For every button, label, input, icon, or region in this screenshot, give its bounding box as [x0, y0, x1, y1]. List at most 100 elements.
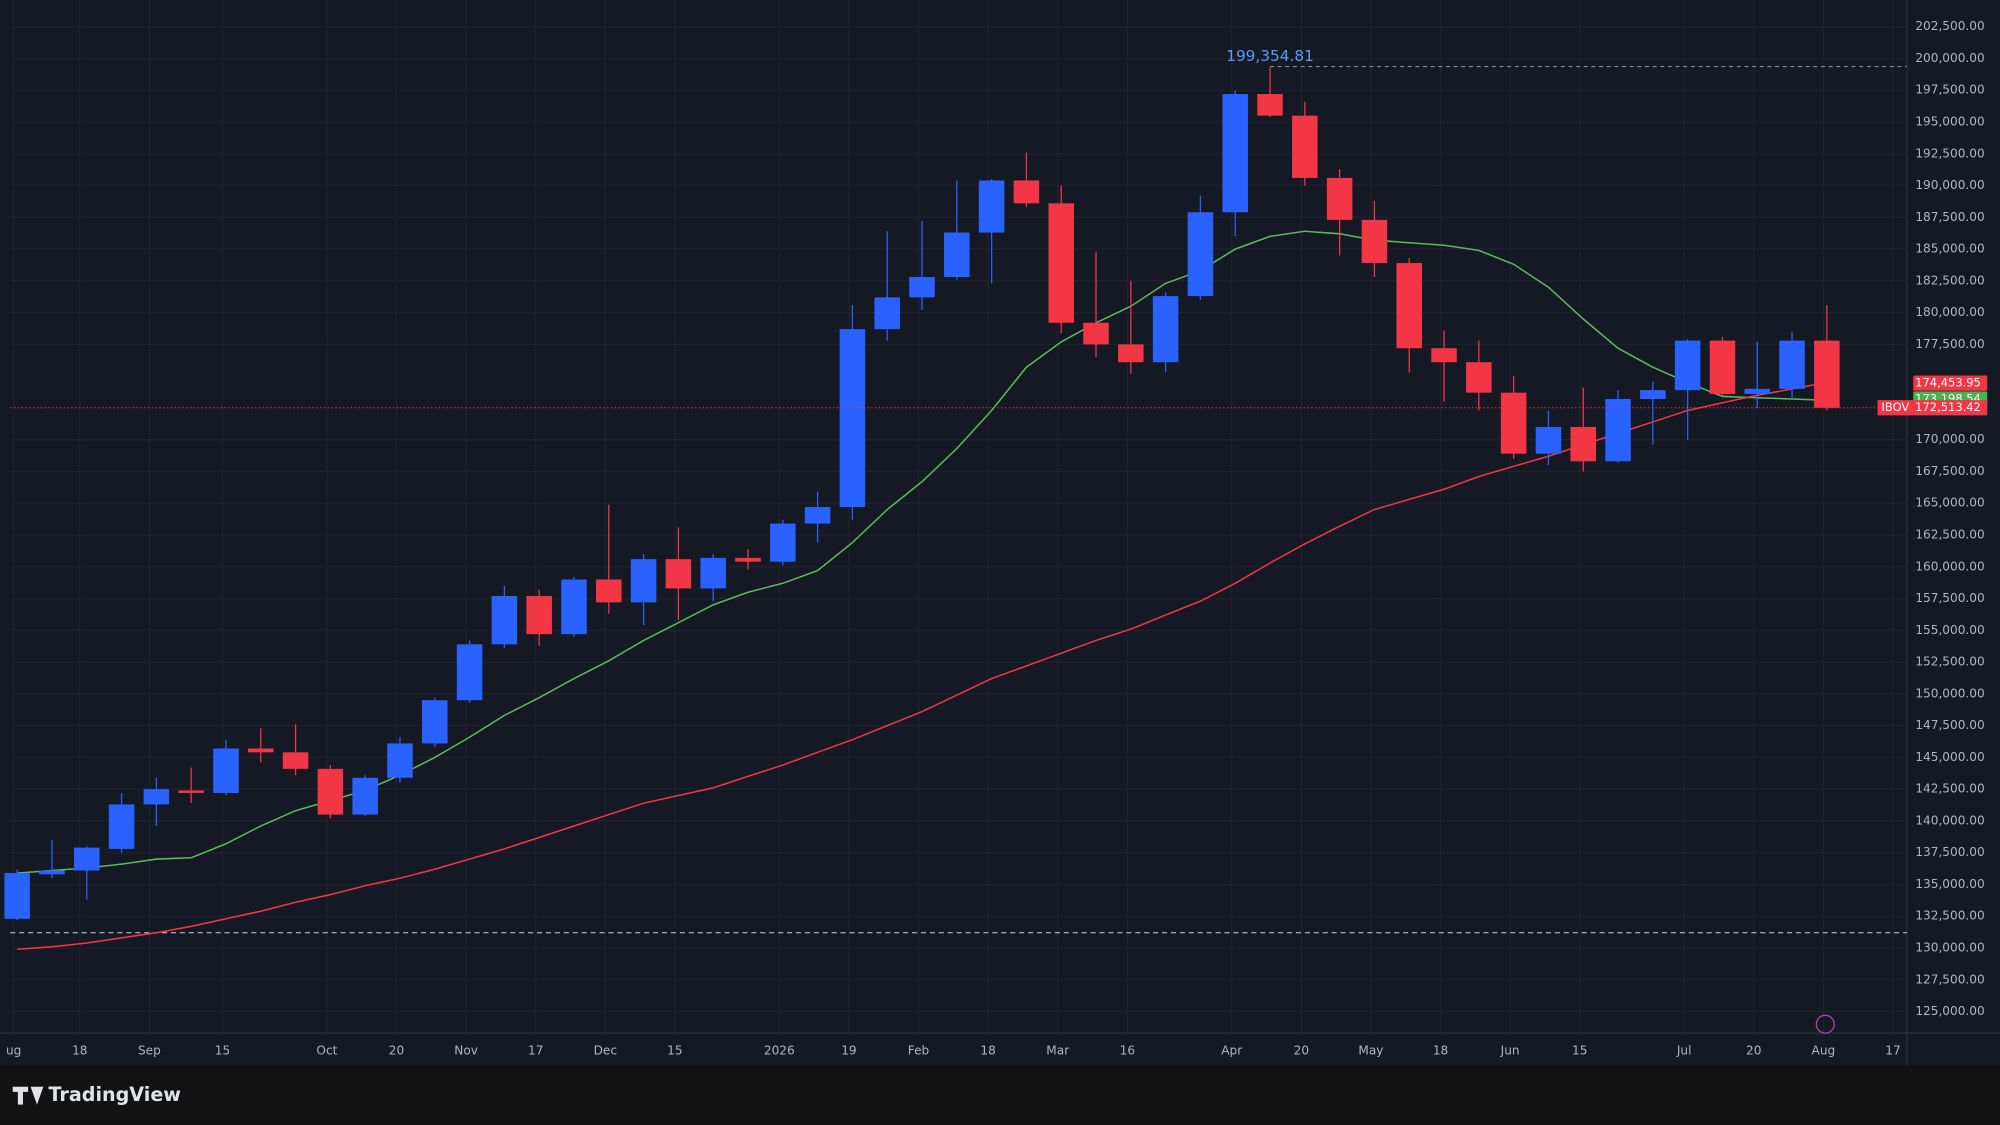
- x-tick-label: Sep: [138, 1044, 161, 1058]
- y-tick-label: 157,500.00: [1915, 591, 1984, 605]
- x-tick-label: 20: [1294, 1044, 1309, 1058]
- candle-body: [491, 596, 518, 645]
- candle-body: [1257, 94, 1283, 116]
- candle-body: [1048, 203, 1074, 323]
- candle-body: [1570, 426, 1596, 462]
- candle-body: [770, 523, 796, 562]
- price-label: 174,453.95: [1915, 376, 1981, 390]
- y-tick-label: 160,000.00: [1915, 559, 1984, 573]
- candle-body: [422, 700, 448, 744]
- y-tick-label: 187,500.00: [1915, 210, 1984, 224]
- annotation-label: 199,354.81: [1226, 47, 1314, 65]
- candle-body: [108, 804, 135, 849]
- candle-body: [1361, 219, 1388, 264]
- x-tick-label: Aug: [1812, 1044, 1836, 1058]
- candle-body: [282, 752, 309, 769]
- alert-icon[interactable]: [1815, 1014, 1835, 1034]
- y-tick-label: 130,000.00: [1915, 941, 1984, 955]
- candle-body: [178, 790, 204, 793]
- y-tick-label: 202,500.00: [1915, 19, 1984, 33]
- candle-body: [526, 596, 552, 635]
- x-tick-label: Mar: [1046, 1044, 1069, 1058]
- x-tick-label: 18: [1433, 1044, 1448, 1058]
- candle-body: [1326, 177, 1353, 220]
- x-tick-label: Apr: [1221, 1044, 1242, 1058]
- y-tick-label: 137,500.00: [1915, 845, 1984, 859]
- candle-body: [39, 870, 65, 875]
- x-tick-label: 19: [841, 1044, 856, 1058]
- symbol-label: IBOV: [1882, 400, 1910, 414]
- y-tick-label: 182,500.00: [1915, 273, 1984, 287]
- y-tick-label: 140,000.00: [1915, 813, 1984, 827]
- y-tick-label: 180,000.00: [1915, 305, 1984, 319]
- candle-body: [1187, 212, 1214, 297]
- candle-body: [1535, 426, 1562, 454]
- candle-body: [1396, 263, 1422, 349]
- candle-body: [1466, 362, 1492, 393]
- y-tick-label: 170,000.00: [1915, 432, 1984, 446]
- candle-body: [387, 743, 413, 778]
- x-tick-label: 17: [1885, 1044, 1900, 1058]
- candle-body: [1222, 94, 1248, 213]
- candle-body: [248, 748, 274, 753]
- candle-body: [213, 748, 239, 793]
- background: [0, 0, 2000, 1065]
- x-tick-label: Dec: [594, 1044, 617, 1058]
- candle-body: [596, 579, 622, 603]
- y-tick-label: 200,000.00: [1915, 51, 1984, 65]
- candle-body: [456, 644, 483, 701]
- y-tick-label: 152,500.00: [1915, 655, 1984, 669]
- x-tick-label: 16: [1120, 1044, 1135, 1058]
- footer: [0, 1065, 2000, 1125]
- candle-body: [352, 777, 378, 815]
- y-tick-label: 145,000.00: [1915, 750, 1984, 764]
- candle-body: [561, 579, 587, 635]
- y-tick-label: 185,000.00: [1915, 242, 1984, 256]
- x-tick-label: Jul: [1676, 1044, 1692, 1058]
- candle-body: [735, 557, 761, 562]
- candle-body: [1292, 115, 1318, 178]
- x-tick-label: 15: [1572, 1044, 1587, 1058]
- candle-body: [143, 789, 170, 805]
- logo: [12, 1086, 44, 1105]
- candle-body: [1814, 340, 1840, 408]
- candle-body: [1779, 340, 1805, 389]
- plot: 199,354.81: [4, 47, 1907, 950]
- x-tick-label: 20: [1746, 1044, 1761, 1058]
- y-tick-label: 132,500.00: [1915, 909, 1984, 923]
- candle-body: [839, 329, 866, 508]
- y-tick-label: 155,000.00: [1915, 623, 1984, 637]
- x-tick-label: ug: [6, 1044, 21, 1058]
- price-label-box: [1913, 400, 1988, 416]
- candle-body: [1083, 322, 1109, 345]
- candle-body: [1674, 340, 1701, 391]
- candle-body: [944, 232, 970, 278]
- y-tick-label: 142,500.00: [1915, 782, 1984, 796]
- candle-body: [630, 559, 657, 603]
- y-tick-label: 150,000.00: [1915, 686, 1984, 700]
- candle-body: [1152, 296, 1179, 363]
- candle-body: [4, 873, 30, 919]
- axes: 125,000.00 127,500.00 130,000.00 132,500.00…: [6, 19, 1988, 1058]
- candle-body: [1500, 392, 1527, 454]
- candle-body: [1013, 180, 1040, 204]
- price-label-box: [1913, 375, 1988, 391]
- candle-body: [909, 277, 935, 298]
- x-tick-label: Nov: [454, 1044, 478, 1058]
- candle-body: [1640, 390, 1666, 400]
- y-tick-label: 127,500.00: [1915, 972, 1984, 986]
- y-tick-label: 125,000.00: [1915, 1004, 1984, 1018]
- y-tick-label: 162,500.00: [1915, 528, 1984, 542]
- y-tick-label: 167,500.00: [1915, 464, 1984, 478]
- candle-body: [665, 559, 692, 589]
- candle-body: [74, 847, 100, 871]
- x-tick-label: 20: [389, 1044, 404, 1058]
- y-tick-label: 192,500.00: [1915, 146, 1984, 160]
- candle-body: [1431, 348, 1457, 363]
- y-tick-label: 147,500.00: [1915, 718, 1984, 732]
- candle-body: [874, 297, 900, 330]
- x-tick-label: 15: [667, 1044, 682, 1058]
- brand: TradingView: [48, 1083, 181, 1106]
